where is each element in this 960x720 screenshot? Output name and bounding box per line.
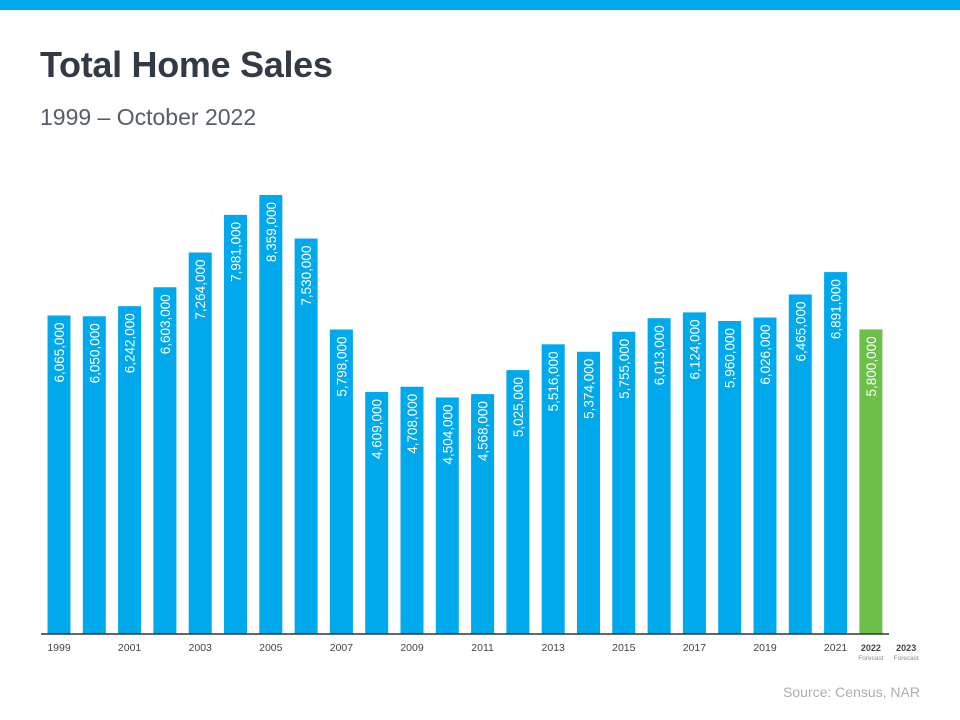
x-tick-label-2021: 2021 (824, 642, 848, 654)
value-label-2017: 6,124,000 (687, 319, 702, 379)
bar-2008 (365, 391, 389, 634)
x-tick-label-1999: 1999 (47, 642, 71, 654)
value-label-2001: 6,242,000 (123, 313, 138, 373)
x-tick-label-2003: 2003 (189, 642, 213, 654)
x-tick-label-2019: 2019 (753, 642, 777, 654)
bar-2003 (188, 252, 212, 634)
bar-2015 (612, 331, 636, 634)
bar-2012 (506, 370, 530, 634)
bar-2022 (859, 329, 883, 634)
value-label-2013: 5,516,000 (546, 351, 561, 411)
bar-2010 (435, 397, 459, 634)
value-label-2007: 5,798,000 (334, 336, 349, 396)
bar-2017 (682, 312, 706, 634)
bar-2019 (753, 317, 777, 634)
value-label-2011: 4,568,000 (476, 401, 491, 461)
x-tick-label-2022: 2022 (861, 643, 881, 653)
bar-2016 (647, 318, 671, 634)
bar-2002 (153, 287, 177, 634)
value-label-2015: 5,755,000 (617, 339, 632, 399)
value-label-2016: 6,013,000 (652, 325, 667, 385)
value-label-2009: 4,708,000 (405, 394, 420, 454)
x-tick-label-2009: 2009 (400, 642, 424, 654)
bar-1999 (47, 315, 71, 634)
x-tick-note-2023: Forecast (894, 655, 919, 662)
x-tick-label-2023: 2023 (896, 643, 916, 653)
bar-2005 (259, 195, 283, 634)
page-title: Total Home Sales (40, 44, 333, 85)
bar-2014 (577, 351, 600, 634)
value-label-2012: 5,025,000 (511, 377, 526, 437)
bar-2021 (824, 272, 848, 634)
value-label-2019: 6,026,000 (758, 325, 773, 385)
x-tick-label-2001: 2001 (118, 642, 142, 654)
bar-2000 (82, 316, 106, 634)
source-note: Source: Census, NAR (783, 684, 920, 700)
bar-2011 (471, 394, 495, 634)
value-label-2018: 5,960,000 (723, 328, 738, 388)
value-label-2020: 6,465,000 (793, 301, 808, 361)
top-accent-stripe (0, 0, 960, 10)
value-label-2003: 7,264,000 (193, 260, 208, 320)
value-label-2008: 4,609,000 (370, 399, 385, 459)
bar-2001 (118, 306, 142, 634)
bar-2007 (329, 329, 353, 634)
bar-2018 (718, 320, 742, 634)
x-tick-label-2015: 2015 (612, 642, 636, 654)
value-label-2002: 6,603,000 (158, 294, 173, 354)
value-label-2014: 5,374,000 (582, 359, 597, 419)
value-label-2006: 7,530,000 (299, 246, 314, 306)
x-tick-label-2017: 2017 (683, 642, 707, 654)
value-label-2000: 6,050,000 (87, 323, 102, 383)
page-subtitle: 1999 – October 2022 (40, 104, 257, 130)
x-tick-note-2022: Forecast (858, 655, 883, 662)
value-label-1999: 6,065,000 (52, 322, 67, 382)
value-label-2022: 5,800,000 (864, 336, 879, 396)
value-label-2005: 8,359,000 (264, 202, 279, 262)
x-tick-label-2013: 2013 (542, 642, 566, 654)
bar-2006 (294, 238, 318, 634)
value-label-2004: 7,981,000 (229, 222, 244, 282)
bar-2020 (788, 294, 812, 634)
bar-2009 (400, 386, 424, 634)
x-tick-label-2011: 2011 (471, 642, 494, 654)
x-tick-label-2007: 2007 (330, 642, 354, 654)
bar-2013 (541, 344, 565, 634)
x-tick-label-2005: 2005 (259, 642, 283, 654)
bar-2004 (224, 214, 247, 634)
value-label-2021: 6,891,000 (829, 279, 844, 339)
value-label-2010: 4,504,000 (440, 404, 455, 464)
